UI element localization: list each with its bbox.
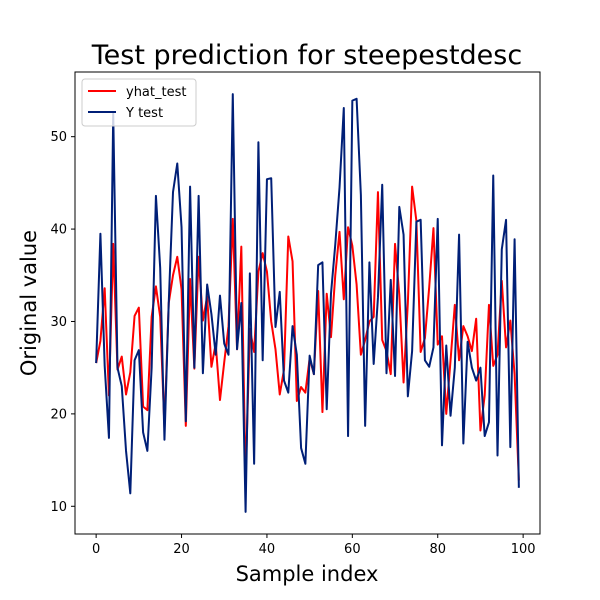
x-tick-label: 60 <box>344 542 361 557</box>
x-tick-label: 0 <box>92 542 100 557</box>
y-axis-label: Original value <box>17 230 41 376</box>
x-tick-label: 20 <box>173 542 190 557</box>
series-layer <box>95 93 520 513</box>
x-tick-label: 100 <box>511 542 536 557</box>
y-tick-label: 40 <box>50 223 67 238</box>
y-tick-label: 50 <box>50 130 67 145</box>
series-line-y-test <box>95 93 520 513</box>
y-tick-label: 10 <box>50 500 67 515</box>
legend-label-y-test: Y test <box>125 106 163 121</box>
x-tick-label: 80 <box>429 542 446 557</box>
legend: yhat_test Y test <box>81 78 197 127</box>
x-axis-label: Sample index <box>236 562 379 586</box>
chart-title: Test prediction for steepestdesc <box>91 40 522 71</box>
plot-area-frame <box>74 71 541 535</box>
y-tick-label: 20 <box>50 407 67 422</box>
y-tick-label: 30 <box>50 315 67 330</box>
legend-label-yhat-test: yhat_test <box>126 85 186 100</box>
x-tick-label: 40 <box>259 542 276 557</box>
ticks-layer: 0 20 40 60 80 100 10 20 30 40 50 <box>50 130 535 557</box>
